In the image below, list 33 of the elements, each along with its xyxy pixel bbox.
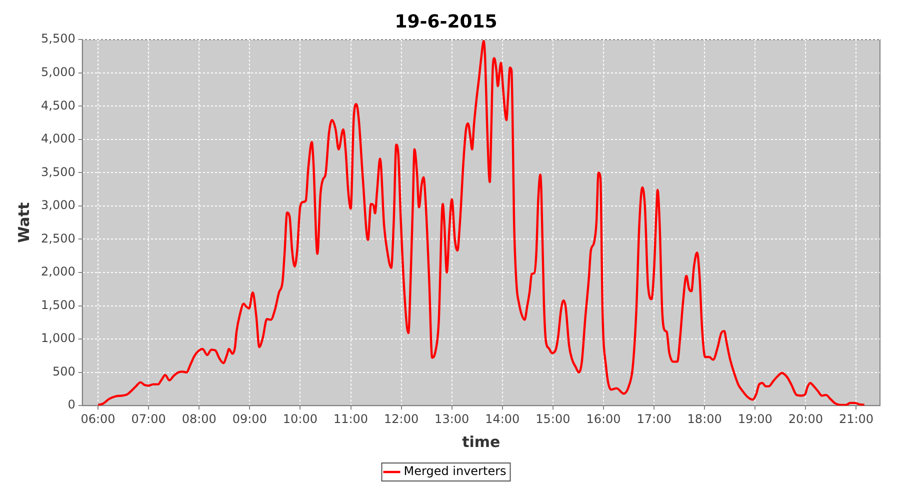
chart-title: 19-6-2015 (394, 11, 498, 32)
x-tick-label: 18:00 (687, 412, 722, 426)
x-tick-label: 19:00 (738, 412, 772, 426)
x-tick-label: 11:00 (333, 412, 368, 426)
x-tick-label: 10:00 (282, 412, 318, 426)
x-tick-label: 13:00 (434, 412, 470, 426)
x-tick-label: 20:00 (788, 412, 823, 426)
x-tick-label: 09:00 (232, 412, 267, 426)
y-tick-label: 3,500 (40, 164, 76, 179)
y-tick-label: 1,500 (40, 298, 76, 312)
y-tick-label: 2,000 (40, 264, 76, 279)
y-tick-label: 1,000 (40, 331, 76, 346)
line-series (96, 40, 866, 406)
x-tick-label: 14:00 (485, 412, 520, 426)
y-tick-label: 500 (52, 364, 76, 378)
x-tick-label: 07:00 (131, 412, 166, 426)
x-tick-label: 08:00 (182, 412, 216, 426)
y-tick-label: 2,500 (40, 231, 76, 246)
y-tick-label: 5,500 (40, 32, 76, 46)
x-tick-label: 12:00 (384, 412, 419, 426)
y-tick-label: 0 (68, 398, 76, 412)
y-tick-label: 5,000 (40, 65, 76, 79)
x-tick-label: 16:00 (586, 412, 621, 426)
y-tick-label: 4,500 (40, 98, 76, 112)
y-tick-label: 4,000 (40, 132, 76, 146)
x-tick-label: 17:00 (636, 412, 672, 426)
y-axis-title: Watt (14, 202, 33, 243)
x-tick-label: 21:00 (838, 412, 874, 426)
x-tick-label: 06:00 (80, 412, 116, 426)
legend-label: Merged inverters (404, 464, 506, 478)
y-tick-label: 3,000 (40, 198, 76, 212)
x-axis-title: time (462, 432, 500, 451)
x-tick-label: 15:00 (536, 412, 570, 426)
